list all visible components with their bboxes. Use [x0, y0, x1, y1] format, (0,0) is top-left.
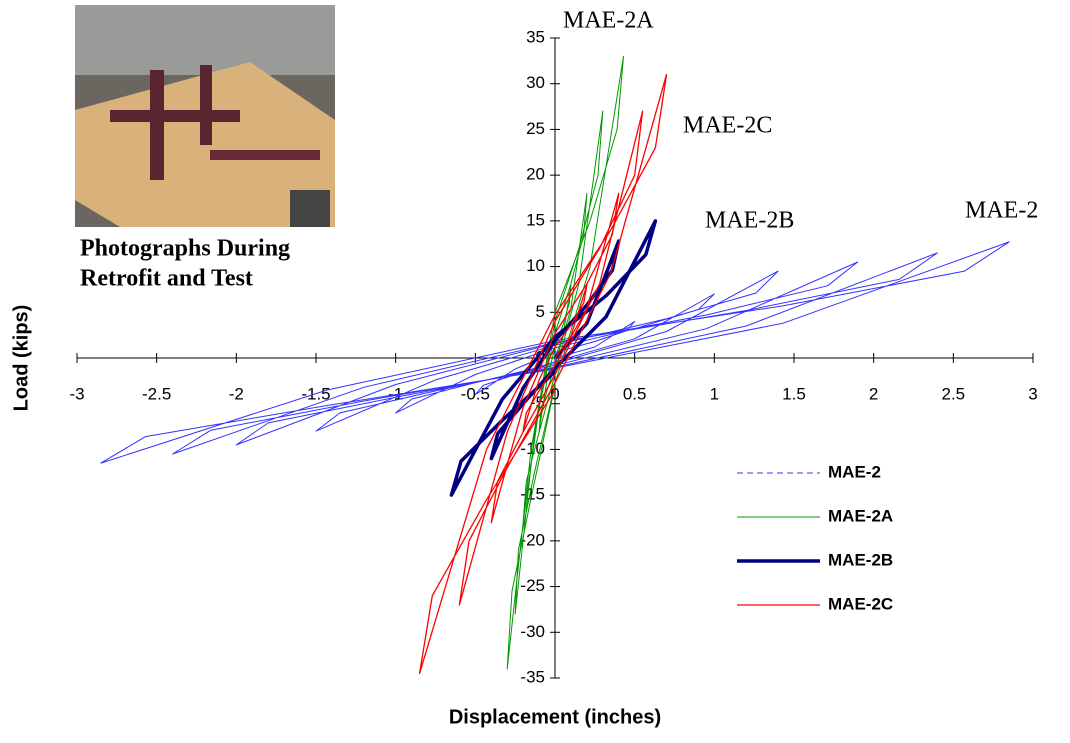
- y-tick-label: 35: [526, 27, 545, 46]
- legend-label: MAE-2B: [828, 550, 893, 569]
- x-tick-label: -2.5: [142, 384, 171, 403]
- annotation: MAE-2C: [683, 113, 772, 139]
- x-tick-label: 1.5: [782, 384, 806, 403]
- annotation: MAE-2A: [563, 8, 654, 34]
- y-tick-label: -25: [520, 576, 545, 595]
- chart: Photographs During Retrofit and Test Dis…: [0, 0, 1070, 738]
- y-axis-title: Load (kips): [10, 305, 32, 412]
- caption: Retrofit and Test: [80, 266, 253, 292]
- x-tick-label: -2: [229, 384, 244, 403]
- y-tick-label: 15: [526, 210, 545, 229]
- caption: Photographs During: [80, 236, 290, 262]
- x-axis-title: Displacement (inches): [449, 706, 661, 728]
- annotation: MAE-2B: [705, 208, 794, 234]
- x-tick-label: 1: [710, 384, 719, 403]
- x-tick-label: -3: [69, 384, 84, 403]
- y-tick-label: 20: [526, 165, 545, 184]
- x-tick-label: 2.5: [942, 384, 966, 403]
- legend-label: MAE-2: [828, 462, 881, 481]
- legend-label: MAE-2C: [828, 594, 893, 613]
- x-tick-label: 2: [869, 384, 878, 403]
- y-tick-label: -30: [520, 622, 545, 641]
- y-tick-label: 30: [526, 73, 545, 92]
- y-tick-label: -15: [520, 485, 545, 504]
- annotation: MAE-2: [965, 198, 1038, 224]
- y-tick-label: -35: [520, 667, 545, 686]
- legend-label: MAE-2A: [828, 506, 893, 525]
- y-tick-label: 5: [536, 302, 545, 321]
- x-tick-label: 0.5: [623, 384, 647, 403]
- x-tick-label: 3: [1028, 384, 1037, 403]
- photo: [75, 5, 335, 227]
- y-tick-label: 25: [526, 119, 545, 138]
- y-tick-label: 10: [526, 256, 545, 275]
